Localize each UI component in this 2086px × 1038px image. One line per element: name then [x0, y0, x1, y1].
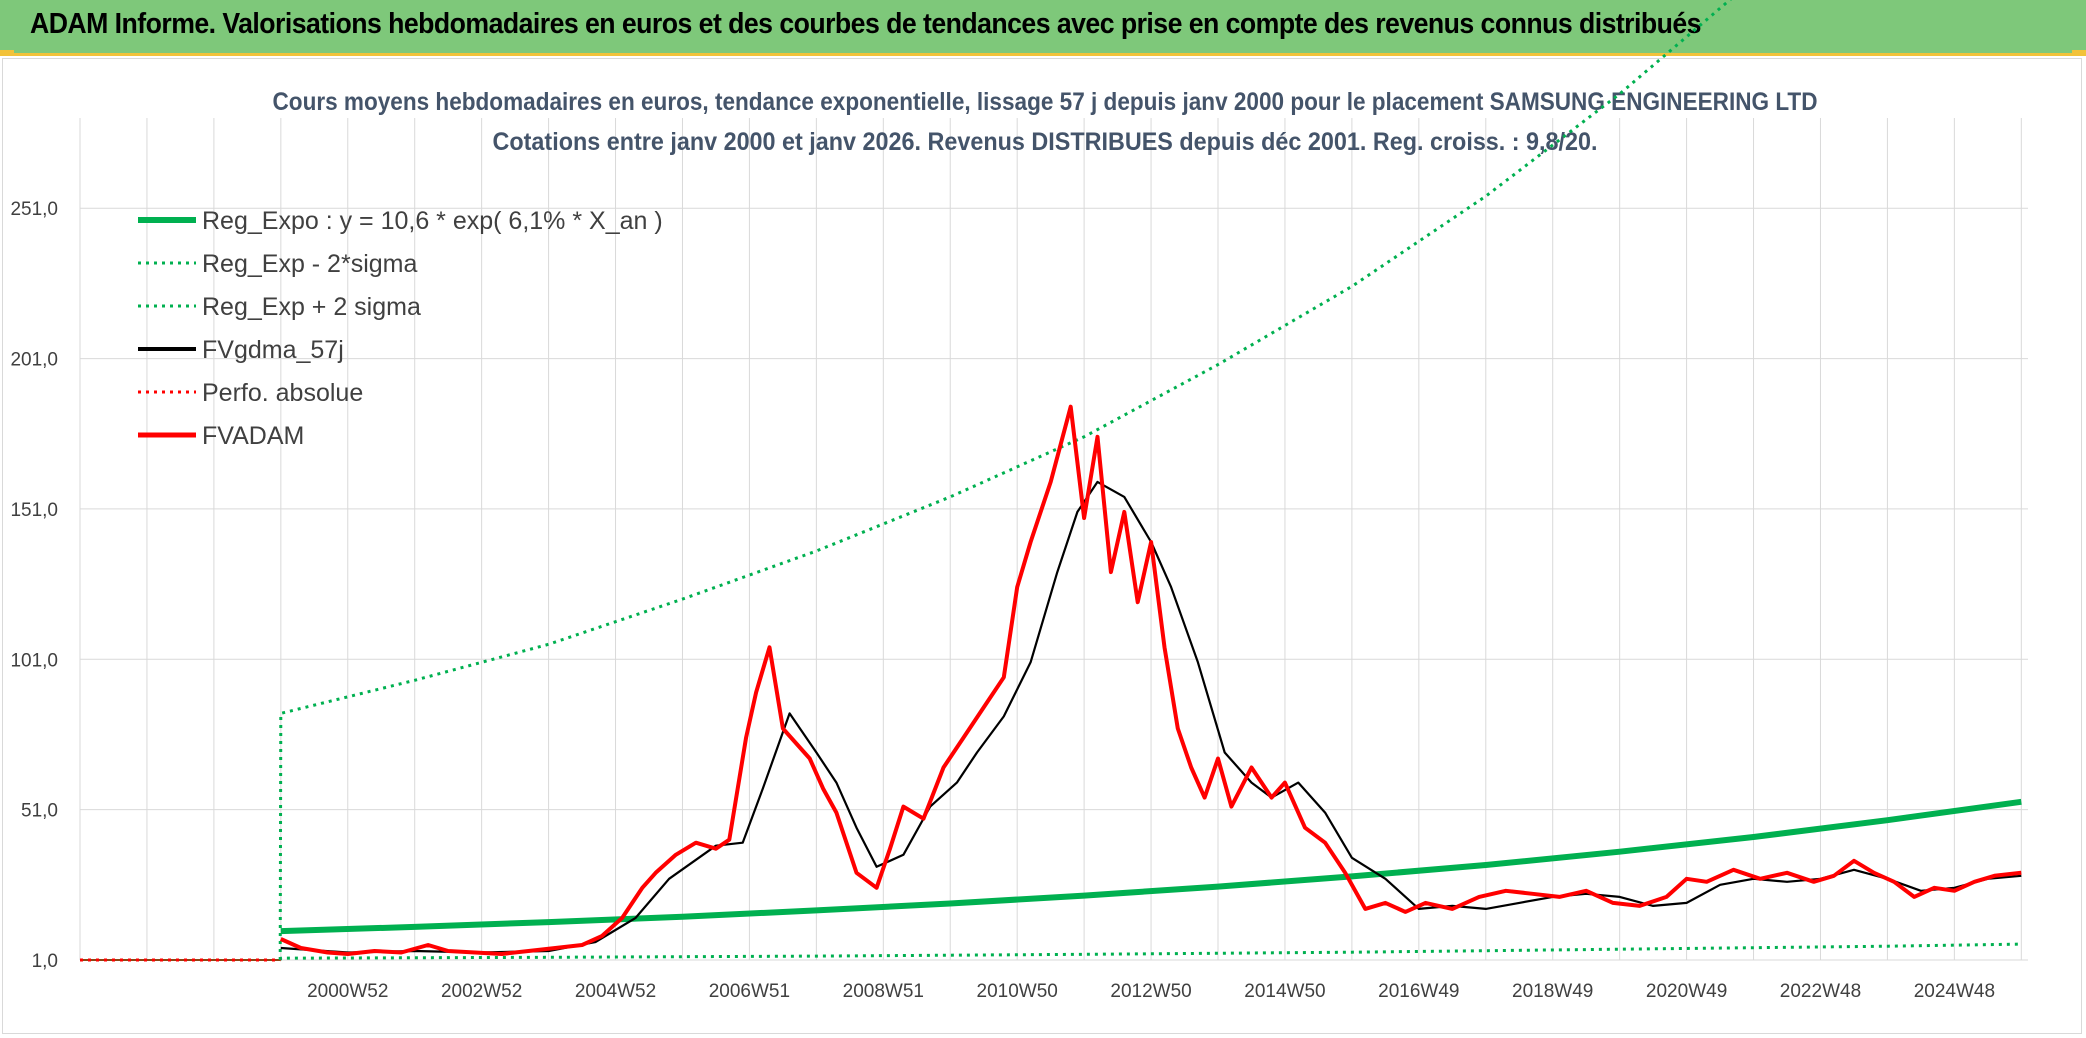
report-banner: ADAM Informe. Valorisations hebdomadaire… — [0, 0, 2086, 56]
x-tick-label: 2022W48 — [1780, 981, 1861, 1002]
x-tick-label: 2020W49 — [1646, 981, 1727, 1002]
legend-label: Reg_Expo : y = 10,6 * exp( 6,1% * X_an ) — [202, 207, 663, 235]
grid — [79, 118, 2028, 961]
x-tick-label: 2016W49 — [1378, 981, 1459, 1002]
x-tick-label: 2002W52 — [441, 981, 522, 1002]
chart-title-line-2: Cotations entre janv 2000 et janv 2026. … — [493, 128, 1598, 156]
series-line — [279, 404, 2022, 956]
y-tick-label: 151,0 — [10, 500, 58, 521]
series-line — [280, 798, 2022, 935]
legend-label: FVgdma_57j — [202, 336, 344, 364]
legend-label: Perfo. absolue — [202, 379, 363, 407]
legend-label: Reg_Exp - 2*sigma — [202, 250, 417, 278]
x-tick-label: 2012W50 — [1110, 981, 1191, 1002]
x-axis: 2000W52 2002W52 2004W52 2006W51 2008W51 2010W… — [307, 981, 1995, 1002]
y-tick-label: 251,0 — [10, 199, 58, 220]
x-tick-label: 2014W50 — [1244, 981, 1325, 1002]
chart-frame — [2, 58, 2082, 1034]
x-tick-label: 2008W51 — [843, 981, 924, 1002]
banner-accent-right — [2072, 50, 2086, 56]
banner-accent-left — [0, 50, 14, 56]
y-tick-label: 201,0 — [10, 350, 58, 371]
y-tick-label: 1,0 — [32, 951, 58, 972]
legend-label: Reg_Exp + 2 sigma — [202, 293, 421, 321]
y-axis: 1,0 51,0 101,0 151,0 201,0 251,0 — [10, 199, 58, 972]
x-tick-label: 2000W52 — [307, 981, 388, 1002]
plot-area — [80, 0, 2022, 962]
x-tick-label: 2004W52 — [575, 981, 656, 1002]
x-tick-label: 2006W51 — [709, 981, 790, 1002]
y-tick-label: 51,0 — [21, 801, 58, 822]
legend-label: FVADAM — [202, 422, 304, 450]
y-tick-label: 101,0 — [10, 650, 58, 671]
series-line — [280, 480, 2022, 954]
legend: Reg_Expo : y = 10,6 * exp( 6,1% * X_an )… — [138, 207, 663, 450]
report-title: ADAM Informe. Valorisations hebdomadaire… — [30, 8, 1702, 40]
x-tick-label: 2018W49 — [1512, 981, 1593, 1002]
series-line — [278, 0, 1733, 961]
x-tick-label: 2010W50 — [977, 981, 1058, 1002]
chart-title-line-1: Cours moyens hebdomadaires en euros, ten… — [273, 88, 1818, 116]
x-tick-label: 2024W48 — [1914, 981, 1995, 1002]
